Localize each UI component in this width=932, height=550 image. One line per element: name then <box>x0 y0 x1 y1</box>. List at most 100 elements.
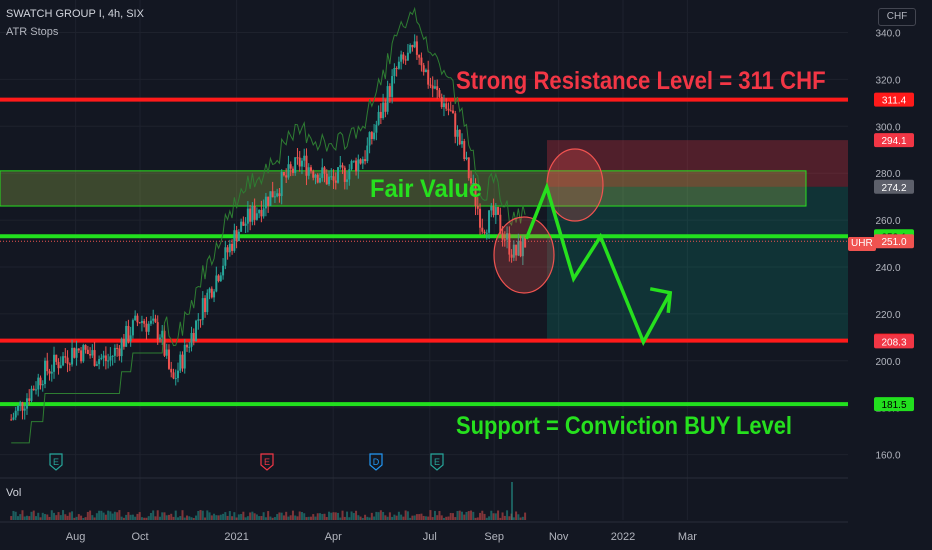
volume-bar <box>244 517 247 520</box>
volume-label: Vol <box>6 487 22 499</box>
candle <box>314 174 317 178</box>
candle <box>91 350 94 356</box>
candle <box>59 365 62 369</box>
volume-bar <box>39 517 42 520</box>
volume-bar <box>95 513 98 520</box>
volume-bar <box>129 514 132 520</box>
volume-bar <box>395 515 398 520</box>
volume-bar <box>280 512 283 520</box>
candle <box>368 132 371 146</box>
y-tick-label: 260.0 <box>875 216 900 227</box>
candle <box>131 320 134 336</box>
volume-bar <box>152 510 155 520</box>
candle <box>276 193 279 197</box>
candle <box>472 183 475 185</box>
candle <box>346 179 349 182</box>
candle <box>32 388 35 391</box>
candle <box>28 398 31 401</box>
volume-bar <box>400 514 403 520</box>
candle <box>395 67 398 69</box>
candle <box>348 169 351 180</box>
candle <box>318 177 321 183</box>
candle <box>246 208 249 224</box>
volume-bar <box>357 515 360 520</box>
volume-bar <box>325 517 328 520</box>
candle <box>14 410 17 418</box>
candle <box>147 323 150 332</box>
volume-bar <box>195 515 198 520</box>
volume-bar <box>262 512 265 520</box>
candle <box>483 231 486 234</box>
y-tick-label: 220.0 <box>875 310 900 321</box>
candle <box>337 167 340 183</box>
candle <box>524 237 527 248</box>
volume-bar <box>181 510 184 520</box>
candle <box>359 159 362 164</box>
volume-bar <box>213 513 216 520</box>
candle <box>278 193 281 197</box>
candle <box>323 167 326 174</box>
candle <box>461 141 463 145</box>
volume-bar <box>145 517 148 520</box>
volume-bar <box>294 515 297 520</box>
x-tick-label: Mar <box>678 531 697 543</box>
candle <box>485 232 488 234</box>
fair-value-zone <box>0 170 807 207</box>
candle <box>82 345 85 362</box>
volume-bar <box>375 511 378 520</box>
volume-bar <box>303 513 306 520</box>
volume-bar <box>287 516 290 520</box>
candle <box>269 191 272 206</box>
volume-bar <box>309 516 312 520</box>
candle <box>264 196 267 209</box>
volume-bar <box>442 517 445 520</box>
volume-bar <box>226 515 229 520</box>
volume-bar <box>332 512 335 520</box>
candle <box>488 210 491 233</box>
candle <box>240 221 243 232</box>
volume-bar <box>276 514 279 520</box>
candle <box>86 349 89 355</box>
volume-bar <box>93 517 96 520</box>
candle <box>190 332 193 347</box>
volume-bar <box>215 515 218 520</box>
indicator-label[interactable]: ATR Stops <box>6 26 59 38</box>
volume-bar <box>492 513 495 520</box>
candle <box>219 275 222 282</box>
candle <box>136 315 139 323</box>
x-tick-label: Oct <box>131 531 148 543</box>
candle <box>490 206 493 211</box>
currency-label[interactable]: CHF <box>878 8 916 26</box>
candle <box>244 223 247 226</box>
candle <box>210 288 213 298</box>
volume-bar <box>506 510 509 520</box>
candle <box>195 320 198 341</box>
candle <box>508 233 511 255</box>
volume-bar <box>346 511 349 520</box>
candle <box>364 159 367 162</box>
volume-bar <box>50 510 53 520</box>
volume-bar <box>104 514 107 520</box>
volume-bar <box>127 512 130 520</box>
price-badge <box>874 234 914 249</box>
volume-bar <box>183 517 186 520</box>
volume-bar <box>501 512 504 520</box>
event-marker <box>430 453 444 471</box>
x-tick-label: Nov <box>549 531 569 543</box>
volume-bar <box>422 515 425 520</box>
candle <box>521 237 524 257</box>
volume-bar <box>172 516 175 520</box>
highlight-circle <box>493 216 555 294</box>
y-tick-label: 340.0 <box>875 29 900 40</box>
candle <box>328 176 331 185</box>
candle <box>465 157 468 160</box>
candle <box>438 90 441 97</box>
volume-bar <box>368 517 371 520</box>
volume-bar <box>111 513 114 520</box>
volume-bar <box>161 512 164 520</box>
candle <box>334 180 337 183</box>
candle <box>12 417 15 420</box>
price-badge-label: 274.2 <box>881 183 906 194</box>
candle <box>391 76 394 97</box>
